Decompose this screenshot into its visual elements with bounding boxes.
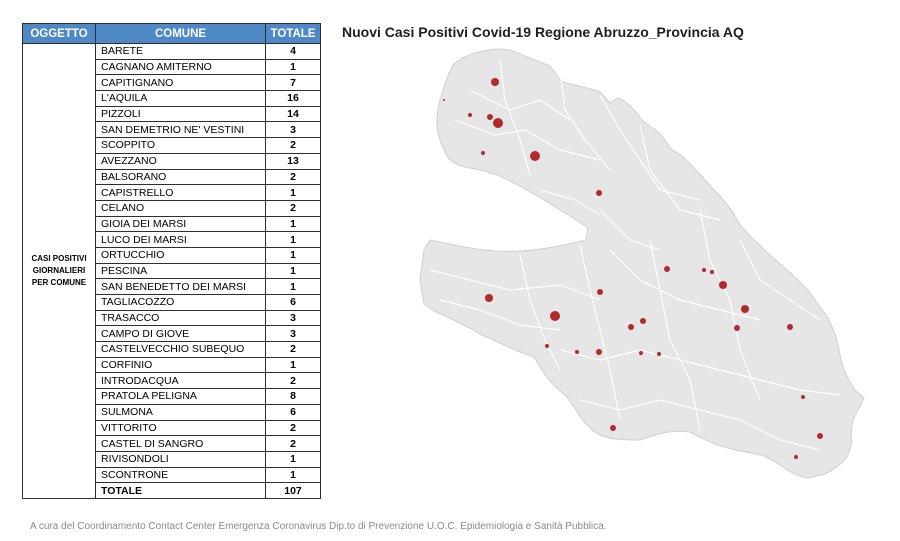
case-marker <box>487 114 493 120</box>
category-cell: CASI POSITIVI GIORNALIERI PER COMUNE <box>22 43 96 499</box>
case-marker <box>597 289 603 295</box>
comune-cell: PIZZOLI <box>95 105 266 123</box>
map-region <box>419 48 865 479</box>
map-title: Nuovi Casi Positivi Covid-19 Regione Abr… <box>342 24 744 40</box>
footer-credit: A cura del Coordinamento Contact Center … <box>30 521 607 532</box>
case-marker <box>550 311 560 321</box>
totale-cell: 4 <box>265 43 321 60</box>
total-row: TOTALE 107 <box>23 482 321 499</box>
case-marker <box>596 349 602 355</box>
header-oggetto: OGGETTO <box>22 23 96 44</box>
table-row: CASTEL DI SANGRO 2 <box>23 435 321 452</box>
table-body: CASI POSITIVI GIORNALIERI PER COMUNE BARE… <box>22 43 321 499</box>
case-markers <box>443 78 823 459</box>
municipal-border <box>599 209 661 251</box>
case-marker <box>530 151 540 161</box>
municipal-border <box>599 94 701 201</box>
case-marker <box>545 344 549 348</box>
case-marker <box>710 270 714 274</box>
comune-cell: SAN DEMETRIO NE' VESTINI <box>95 121 266 139</box>
table-row: SULMONA 6 <box>23 403 321 421</box>
total-label: TOTALE <box>95 482 266 499</box>
case-marker <box>491 78 499 86</box>
region-shape <box>419 48 865 479</box>
comune-cell: INTRODACQUA <box>95 372 266 390</box>
comune-cell: CASTEL DI SANGRO <box>95 435 266 452</box>
header-comune: COMUNE <box>95 23 266 44</box>
table-row: AVEZZANO 13 <box>23 152 321 170</box>
municipal-borders <box>429 59 841 451</box>
table-row: PRATOLA PELIGNA 8 <box>23 388 321 405</box>
municipal-border <box>519 254 561 371</box>
header-totale: TOTALE <box>265 23 321 44</box>
case-marker <box>596 190 602 196</box>
table-row: GIOIA DEI MARSI 1 <box>23 215 321 233</box>
comune-cell: TRASACCO <box>95 309 266 327</box>
table-row: PESCINA 1 <box>23 262 321 280</box>
case-marker <box>481 151 485 155</box>
comune-cell: CASTELVECCHIO SUBEQUO <box>95 341 266 358</box>
case-marker <box>719 281 727 289</box>
case-marker <box>741 305 749 313</box>
municipal-border <box>559 349 841 396</box>
municipal-border <box>609 249 761 321</box>
case-marker <box>787 324 793 330</box>
case-marker <box>628 324 634 330</box>
table-row: RIVISONDOLI 1 <box>23 450 321 468</box>
case-marker <box>485 294 493 302</box>
table-row: CELANO 2 <box>23 199 321 217</box>
table-row: CAPISTRELLO 1 <box>23 184 321 201</box>
municipal-border <box>539 189 601 216</box>
comune-cell: SCONTRONE <box>95 466 266 484</box>
case-marker <box>639 351 643 355</box>
table-header-row: OGGETTO COMUNE TOTALE <box>22 23 321 44</box>
case-marker <box>664 266 670 272</box>
municipal-border <box>699 209 761 401</box>
table-row: PIZZOLI 14 <box>23 105 321 123</box>
municipal-border <box>429 269 601 301</box>
case-marker <box>702 268 706 272</box>
comune-cell: RIVISONDOLI <box>95 450 266 468</box>
case-marker <box>443 99 445 101</box>
municipal-border <box>469 89 571 121</box>
case-marker <box>794 455 798 459</box>
comune-cell: PRATOLA PELIGNA <box>95 388 266 405</box>
table-row: INTRODACQUA 2 <box>23 372 321 390</box>
municipal-border <box>559 69 611 171</box>
table-row: TRASACCO 3 <box>23 309 321 327</box>
comune-cell: CELANO <box>95 199 266 217</box>
municipal-border <box>739 239 821 321</box>
case-marker <box>817 433 823 439</box>
case-marker <box>640 318 646 324</box>
case-marker <box>801 395 805 399</box>
table-row: CASTELVECCHIO SUBEQUO 2 <box>23 341 321 358</box>
municipal-border <box>649 239 701 431</box>
table-row: VITTORITO 2 <box>23 419 321 437</box>
cases-table: OGGETTO COMUNE TOTALE CASI POSITIVI GIOR… <box>22 23 321 499</box>
totale-cell: 1 <box>265 184 321 201</box>
totale-cell: 2 <box>265 372 321 390</box>
municipal-border <box>579 244 621 421</box>
case-marker <box>657 352 661 356</box>
municipal-border <box>639 124 721 221</box>
case-marker <box>468 113 472 117</box>
case-marker <box>610 425 616 431</box>
municipal-border <box>454 119 601 161</box>
table-row: BALSORANO 2 <box>23 168 321 186</box>
case-marker <box>734 325 740 331</box>
table-row: SAN DEMETRIO NE' VESTINI 3 <box>23 121 321 139</box>
municipal-border <box>579 399 821 451</box>
comune-cell: CORFINIO <box>95 356 266 374</box>
case-marker <box>575 350 579 354</box>
municipal-border <box>499 59 531 176</box>
total-value: 107 <box>265 482 321 499</box>
case-marker <box>493 118 503 128</box>
comune-cell: CAPISTRELLO <box>95 184 266 201</box>
table-row: CASI POSITIVI GIORNALIERI PER COMUNE BARE… <box>22 43 321 499</box>
